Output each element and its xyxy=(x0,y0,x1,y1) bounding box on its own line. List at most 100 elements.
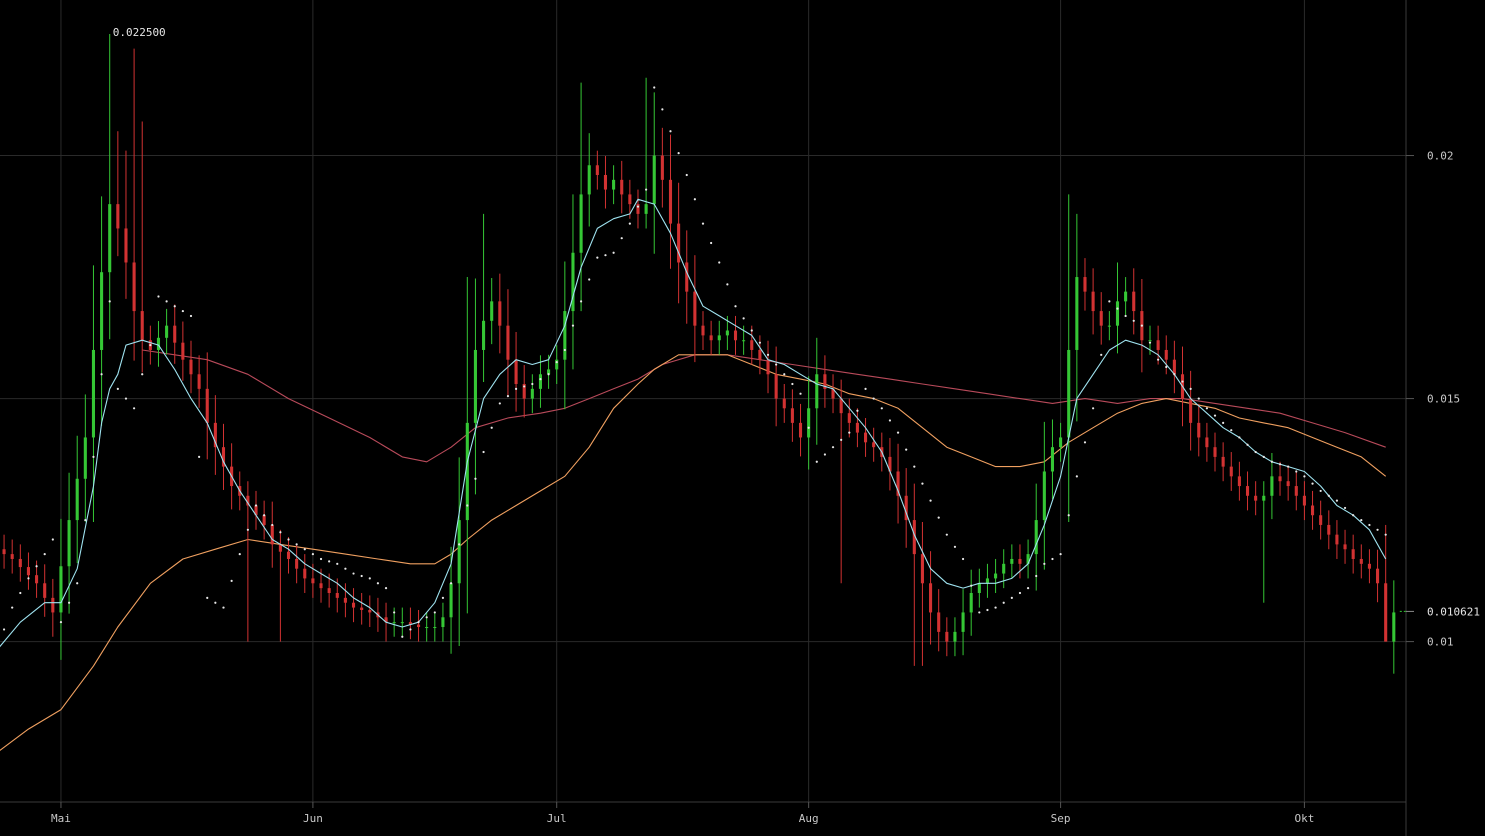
sar-dot xyxy=(271,523,274,527)
candle-body xyxy=(1172,359,1176,375)
sar-dot xyxy=(1018,591,1022,595)
candle-body xyxy=(571,252,575,312)
sar-dot xyxy=(555,361,558,364)
candle-body xyxy=(1351,549,1355,559)
candle-body xyxy=(815,374,819,409)
sar-dot xyxy=(287,538,290,541)
candle-body xyxy=(1343,544,1347,550)
candle-body xyxy=(994,573,998,579)
sar-dot xyxy=(677,152,680,155)
sar-dot xyxy=(165,300,168,303)
candle-body xyxy=(1091,291,1095,312)
candle-body xyxy=(514,359,518,384)
sma-fast-line xyxy=(0,198,1387,648)
axis-frame xyxy=(0,0,1414,836)
candle-body xyxy=(1221,456,1225,467)
candle-body xyxy=(457,520,461,584)
sar-dot xyxy=(1124,314,1127,318)
sar-dot xyxy=(141,373,144,376)
candle-body xyxy=(1376,568,1380,584)
candle-body xyxy=(660,155,664,180)
candle-body xyxy=(1067,349,1071,438)
sar-dot xyxy=(1043,562,1046,565)
annotations: 0.022500 0.010621 xyxy=(113,26,1480,618)
candle-body xyxy=(530,388,534,399)
candle-body xyxy=(1270,476,1274,496)
sar-dot xyxy=(636,205,640,208)
candle-body xyxy=(1245,486,1250,496)
high-price-label: 0.022500 xyxy=(113,26,166,39)
sar-dot xyxy=(328,560,331,563)
sar-dot xyxy=(1270,460,1274,463)
candle-body xyxy=(1197,422,1201,438)
candle-body xyxy=(636,204,640,214)
candle-body xyxy=(384,617,388,623)
sar-dot xyxy=(214,601,217,604)
candle-body xyxy=(1213,447,1217,457)
sar-dot xyxy=(1026,587,1030,590)
y-axis-ticks: 0.02 0.015 0.01 xyxy=(1427,150,1460,649)
candle-body xyxy=(1107,325,1111,327)
sar-dot xyxy=(1343,506,1347,510)
candle-body xyxy=(742,340,746,342)
candle-body xyxy=(709,335,713,341)
sar-dot xyxy=(791,382,794,386)
candle-body xyxy=(213,422,217,448)
sar-dot xyxy=(888,419,892,422)
candle-body xyxy=(1302,495,1306,506)
candle-body xyxy=(351,602,356,608)
sar-dot xyxy=(303,548,306,551)
candle-body xyxy=(433,627,437,629)
sar-dot xyxy=(474,477,477,480)
sar-dot xyxy=(563,348,566,352)
candle-body xyxy=(1050,447,1055,472)
candle-body xyxy=(124,228,128,263)
candle-body xyxy=(912,520,916,555)
sar-dot xyxy=(1246,443,1249,446)
y-tick-label: 0.015 xyxy=(1427,393,1460,406)
sar-dot xyxy=(360,574,363,578)
sar-dot xyxy=(653,86,656,89)
candle-body xyxy=(798,422,803,438)
sar-dot xyxy=(27,577,30,580)
candle-body xyxy=(677,223,681,263)
sar-dot xyxy=(604,254,607,257)
sar-dot xyxy=(807,426,810,429)
sar-dot xyxy=(222,606,225,609)
candle-body xyxy=(1254,495,1258,501)
candle-body xyxy=(1059,437,1063,448)
candle-body xyxy=(173,325,177,343)
candle-body xyxy=(758,349,762,360)
candle-body xyxy=(425,627,429,629)
candle-body xyxy=(620,179,624,195)
candle-body xyxy=(18,558,22,568)
sar-dot xyxy=(783,373,786,376)
sar-dot xyxy=(734,305,737,308)
candle-body xyxy=(1124,291,1128,302)
sar-dot xyxy=(506,395,510,398)
sar-dot xyxy=(1140,324,1143,327)
sar-dot xyxy=(311,553,314,556)
candle-body xyxy=(43,583,47,598)
candle-body xyxy=(270,524,274,545)
sar-dot xyxy=(116,387,119,390)
sar-dot xyxy=(11,606,14,609)
sar-dot xyxy=(181,309,184,313)
sar-dot xyxy=(67,601,71,604)
candle-body xyxy=(1099,311,1103,326)
candle-body xyxy=(490,301,494,321)
sar-dot xyxy=(498,402,501,405)
candle-body xyxy=(652,155,656,205)
candle-body xyxy=(1335,534,1339,545)
sar-dot xyxy=(848,431,851,434)
sar-dot xyxy=(466,504,469,507)
candle-body xyxy=(100,272,104,350)
candle-body xyxy=(1075,277,1079,350)
sar-dot xyxy=(295,543,298,546)
sar-dot xyxy=(1368,523,1371,527)
sar-dot xyxy=(766,353,770,356)
candle-body xyxy=(1310,505,1315,516)
candle-body xyxy=(303,568,307,579)
candle-body xyxy=(181,342,185,360)
